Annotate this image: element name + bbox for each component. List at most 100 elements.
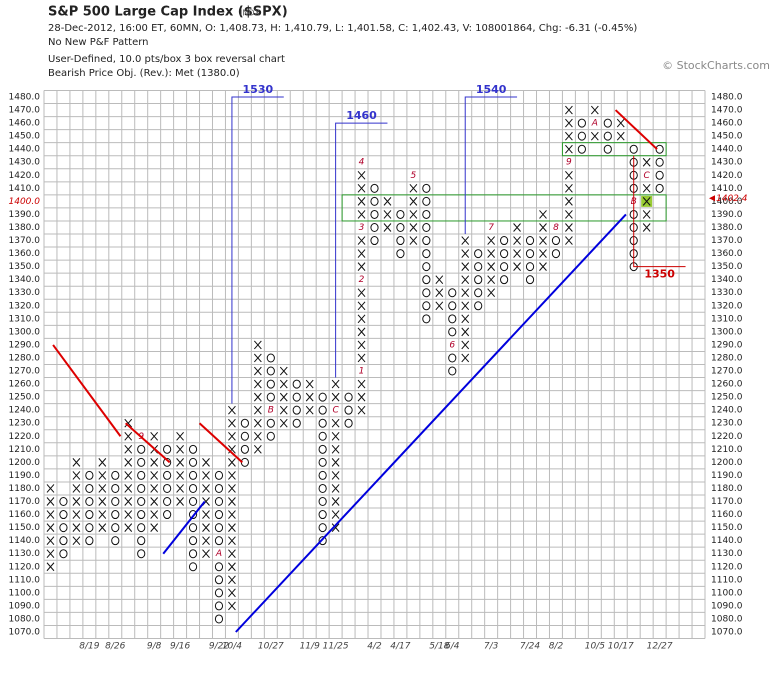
x-box: [124, 523, 133, 532]
x-box: [565, 105, 573, 115]
o-box: [214, 510, 224, 520]
x-box: [228, 562, 236, 572]
o-box: [318, 444, 327, 454]
pnf-column: [422, 183, 431, 324]
x-box: [331, 379, 340, 389]
x-box: [228, 575, 236, 585]
x-box: [331, 484, 340, 493]
o-box: [500, 275, 509, 285]
x-box: [202, 471, 210, 480]
pnf-column: [59, 497, 68, 559]
month-marker: 7: [488, 223, 494, 233]
x-box: [409, 197, 418, 206]
o-box: [188, 497, 198, 507]
x-box: [642, 197, 651, 206]
y-tick-label-right: 1340.0: [711, 275, 743, 285]
x-box: [357, 314, 366, 324]
o-box: [111, 536, 120, 546]
month-marker: C: [644, 171, 651, 181]
x-box: [279, 392, 288, 402]
o-box: [266, 431, 275, 441]
o-box: [318, 418, 327, 428]
x-box: [202, 536, 210, 545]
month-marker: 8: [553, 223, 559, 233]
pnf-column: [253, 340, 262, 454]
o-box: [422, 275, 431, 285]
o-box: [448, 301, 457, 311]
pnf-column: 1 2 3 4: [357, 158, 366, 415]
x-box: [253, 405, 262, 415]
trend-line: [162, 500, 206, 555]
o-box: [59, 536, 68, 546]
x-box: [202, 510, 210, 519]
x-box: [228, 523, 236, 532]
o-box: [111, 483, 120, 493]
o-box: [318, 497, 327, 507]
x-box: [357, 340, 366, 350]
x-box: [98, 458, 107, 467]
x-box: [202, 523, 210, 532]
month-marker: 3: [359, 223, 365, 233]
o-box: [318, 405, 327, 415]
target-bracket: [231, 96, 284, 404]
pnf-column: C: [331, 379, 340, 532]
o-box: [240, 418, 249, 428]
y-tick-label: 1290.0: [9, 340, 41, 350]
x-box: [46, 484, 55, 493]
pnf-column: [111, 470, 120, 546]
x-box: [150, 510, 159, 519]
y-tick-label-right: 1210.0: [711, 445, 743, 455]
o-box: [137, 457, 146, 467]
y-tick-label-right: 1390.0: [711, 210, 743, 220]
pnf-column: [513, 223, 521, 271]
x-box: [642, 184, 651, 193]
o-box: [422, 196, 431, 206]
o-box: [292, 379, 301, 389]
y-tick-label: 1260.0: [9, 380, 41, 390]
o-box: [344, 405, 353, 415]
o-box: [422, 209, 431, 219]
info-line: 28-Dec-2012, 16:00 ET, 60MN, O: 1,408.73…: [48, 23, 637, 34]
o-box: [318, 536, 327, 546]
x-box: [383, 197, 392, 206]
pnf-column: [72, 458, 81, 545]
copyright: © StockCharts.com: [662, 59, 770, 72]
x-box: [124, 497, 133, 506]
pnf-column: [500, 236, 509, 285]
x-box: [461, 314, 470, 324]
pnf-column: [292, 379, 301, 428]
month-marker: 9: [566, 158, 572, 168]
o-box: [266, 418, 275, 428]
x-box: [176, 431, 184, 441]
target-label: 1460: [346, 109, 377, 122]
y-tick-label: 1280.0: [9, 353, 41, 363]
last-price-arrow: [709, 195, 715, 202]
x-box: [176, 484, 184, 493]
x-box: [435, 288, 444, 298]
pnf-column: [279, 366, 288, 428]
pnf-column: 9: [565, 105, 573, 245]
x-box: [305, 392, 314, 402]
x-box: [461, 327, 470, 337]
x-box: [539, 236, 547, 245]
x-tick-label: 6/4: [445, 642, 460, 652]
x-box: [279, 379, 288, 389]
x-box: [565, 236, 573, 245]
x-tick-label: 8/26: [105, 642, 125, 652]
x-box: [253, 444, 262, 454]
o-box: [422, 183, 431, 193]
x-box: [331, 392, 340, 402]
y-tick-label-right: 1250.0: [711, 393, 743, 403]
y-tick-label-right: 1350.0: [711, 262, 743, 272]
o-box: [85, 510, 94, 520]
x-box: [565, 184, 573, 193]
x-box: [565, 131, 573, 141]
y-tick-label: 1400.0: [9, 197, 41, 207]
o-box: [163, 444, 172, 454]
y-tick-label: 1370.0: [9, 236, 41, 246]
x-box: [46, 562, 55, 572]
x-box: [331, 497, 340, 506]
x-box: [124, 510, 133, 519]
o-box: [188, 549, 198, 559]
pnf-column: [474, 249, 483, 311]
